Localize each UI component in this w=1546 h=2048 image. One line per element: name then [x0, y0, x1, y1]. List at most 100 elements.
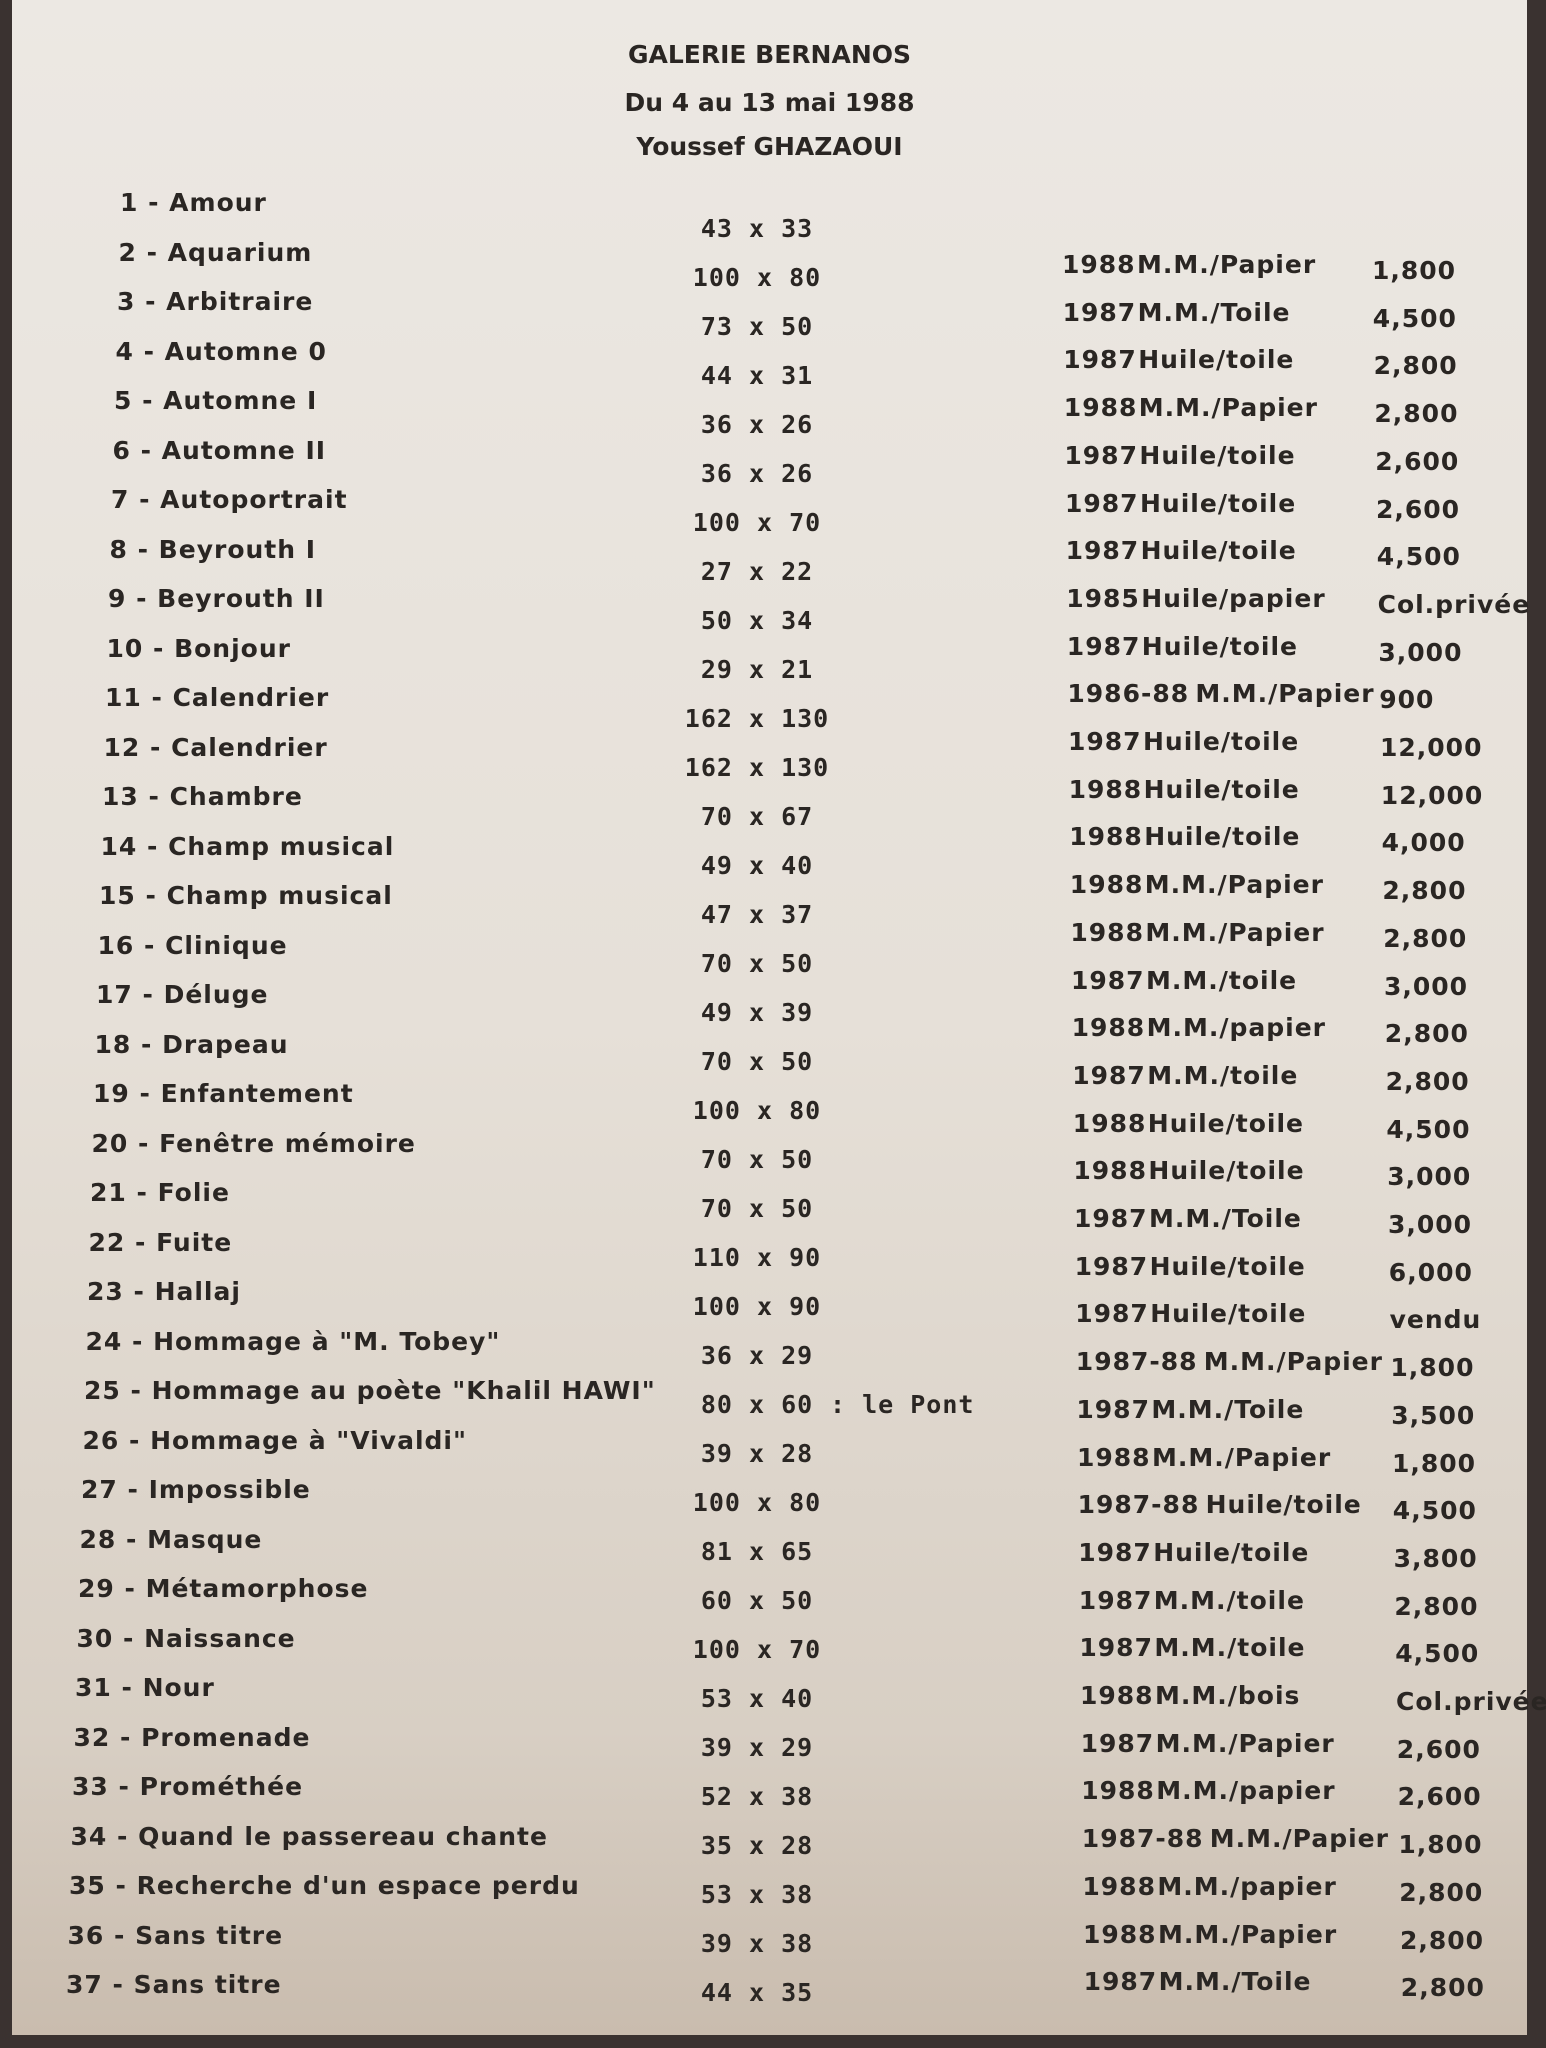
- document: GALERIE BERNANOS Du 4 au 13 mai 1988 You…: [12, 0, 1546, 2035]
- medium: M.M./Papier: [1137, 250, 1317, 279]
- dims: 52 x 38: [700, 1782, 814, 1811]
- item: 33 - Prométhée: [72, 1772, 304, 1801]
- year: 1988: [1072, 1108, 1147, 1138]
- year: 1987: [1071, 965, 1145, 995]
- price: 3,800: [1393, 1543, 1478, 1573]
- medium: M.M./Papier: [1152, 1442, 1332, 1472]
- dims: 36 x 29: [700, 1341, 814, 1370]
- dims: 27 x 22: [700, 557, 814, 586]
- year: 1987: [1079, 1633, 1153, 1663]
- year: 1988: [1070, 917, 1144, 947]
- medium: M.M./Toile: [1137, 297, 1291, 327]
- dims: 110 x 90: [692, 1243, 822, 1272]
- price: 2,800: [1385, 1066, 1470, 1096]
- price: 2,800: [1399, 1877, 1484, 1907]
- price: 2,600: [1397, 1782, 1482, 1812]
- medium: Huile/toile: [1153, 1537, 1310, 1567]
- price: 2,800: [1384, 1019, 1469, 1049]
- year: 1988: [1082, 1871, 1156, 1901]
- medium: M.M./Papier: [1209, 1824, 1389, 1854]
- dims: 39 x 28: [700, 1439, 814, 1468]
- year: 1988: [1068, 774, 1143, 804]
- dims: 81 x 65: [700, 1537, 814, 1566]
- artist: Youssef GHAZAOUI: [636, 132, 903, 161]
- price: 2,800: [1394, 1591, 1479, 1621]
- dates: Du 4 au 13 mai 1988: [624, 88, 915, 117]
- price: Col.privée: [1396, 1687, 1546, 1716]
- year: 1988: [1069, 870, 1144, 900]
- medium: M.M./Toile: [1149, 1204, 1302, 1233]
- year: 1988: [1077, 1442, 1151, 1472]
- medium: Huile/toile: [1140, 536, 1297, 566]
- dims: 100 x 70: [692, 508, 822, 537]
- item: 35 - Recherche d'un espace perdu: [69, 1871, 580, 1900]
- item: 34 - Quand le passereau chante: [70, 1821, 548, 1851]
- dims: 53 x 40: [700, 1684, 814, 1713]
- price: 2,600: [1376, 494, 1461, 524]
- item: 31 - Nour: [75, 1673, 215, 1702]
- medium: M.M./Papier: [1138, 393, 1318, 423]
- gallery: GALERIE BERNANOS: [627, 40, 912, 69]
- price: 12,000: [1380, 733, 1483, 762]
- medium: Huile/toile: [1150, 1299, 1307, 1329]
- price: 4,500: [1386, 1114, 1471, 1144]
- price: 3,000: [1387, 1162, 1472, 1192]
- dims: 70 x 50: [700, 1047, 814, 1076]
- price: 4,500: [1395, 1639, 1480, 1669]
- note: : le Pont: [830, 1390, 975, 1419]
- year: 1987: [1065, 536, 1140, 566]
- dims: 35 x 28: [700, 1831, 814, 1860]
- item: 16 - Clinique: [97, 930, 288, 960]
- medium: M.M./Papier: [1155, 1728, 1335, 1758]
- dims: 44 x 35: [700, 1978, 814, 2007]
- year: 1987: [1074, 1251, 1149, 1281]
- medium: M.M./Papier: [1195, 679, 1375, 709]
- medium: Huile/toile: [1148, 1156, 1305, 1186]
- item: 36 - Sans titre: [67, 1920, 284, 1950]
- dims: 73 x 50: [700, 312, 814, 341]
- price: vendu: [1389, 1305, 1482, 1335]
- item: 28 - Masque: [79, 1524, 263, 1554]
- price: 4,500: [1392, 1496, 1477, 1526]
- item: 13 - Chambre: [102, 782, 303, 811]
- item: 10 - Bonjour: [106, 633, 291, 663]
- dims: 100 x 80: [692, 263, 822, 292]
- item: 5 - Automne I: [114, 386, 318, 415]
- price: 2,800: [1400, 1973, 1485, 2003]
- year: 1987: [1065, 488, 1139, 518]
- price: 2,600: [1396, 1734, 1481, 1764]
- dims: 49 x 39: [700, 998, 814, 1027]
- medium: M.M./Papier: [1203, 1347, 1383, 1377]
- price: 900: [1379, 685, 1435, 715]
- year: 1988: [1069, 822, 1143, 852]
- item: 30 - Naissance: [76, 1623, 296, 1653]
- medium: M.M./toile: [1153, 1585, 1305, 1615]
- year: 1988: [1083, 1919, 1157, 1949]
- item: 15 - Champ musical: [99, 881, 393, 910]
- year: 1988: [1062, 250, 1136, 279]
- year: 1987: [1080, 1728, 1155, 1758]
- year: 1987-88: [1081, 1824, 1204, 1854]
- medium: Huile/toile: [1139, 440, 1296, 470]
- price: 4,000: [1381, 828, 1466, 858]
- year: 1986-88: [1067, 679, 1190, 709]
- item: 18 - Drapeau: [94, 1029, 289, 1059]
- year: 1988: [1071, 1013, 1146, 1043]
- year: 1987: [1078, 1585, 1153, 1615]
- year: 1985: [1066, 583, 1140, 613]
- price: 3,500: [1391, 1400, 1476, 1430]
- medium: Huile/toile: [1143, 774, 1300, 804]
- medium: Huile/toile: [1141, 631, 1298, 661]
- year: 1987: [1078, 1537, 1152, 1567]
- year: 1987: [1074, 1204, 1148, 1233]
- dims: 29 x 21: [700, 655, 814, 684]
- price: Col.privée: [1377, 589, 1531, 619]
- price: 3,000: [1384, 971, 1469, 1001]
- item: 19 - Enfantement: [93, 1079, 354, 1108]
- dims: 100 x 80: [692, 1096, 822, 1125]
- medium: Huile/toile: [1140, 488, 1297, 518]
- item: 8 - Beyrouth I: [109, 534, 317, 564]
- medium: M.M./papier: [1157, 1871, 1337, 1901]
- dims: 39 x 38: [700, 1929, 814, 1958]
- year: 1987: [1076, 1394, 1150, 1424]
